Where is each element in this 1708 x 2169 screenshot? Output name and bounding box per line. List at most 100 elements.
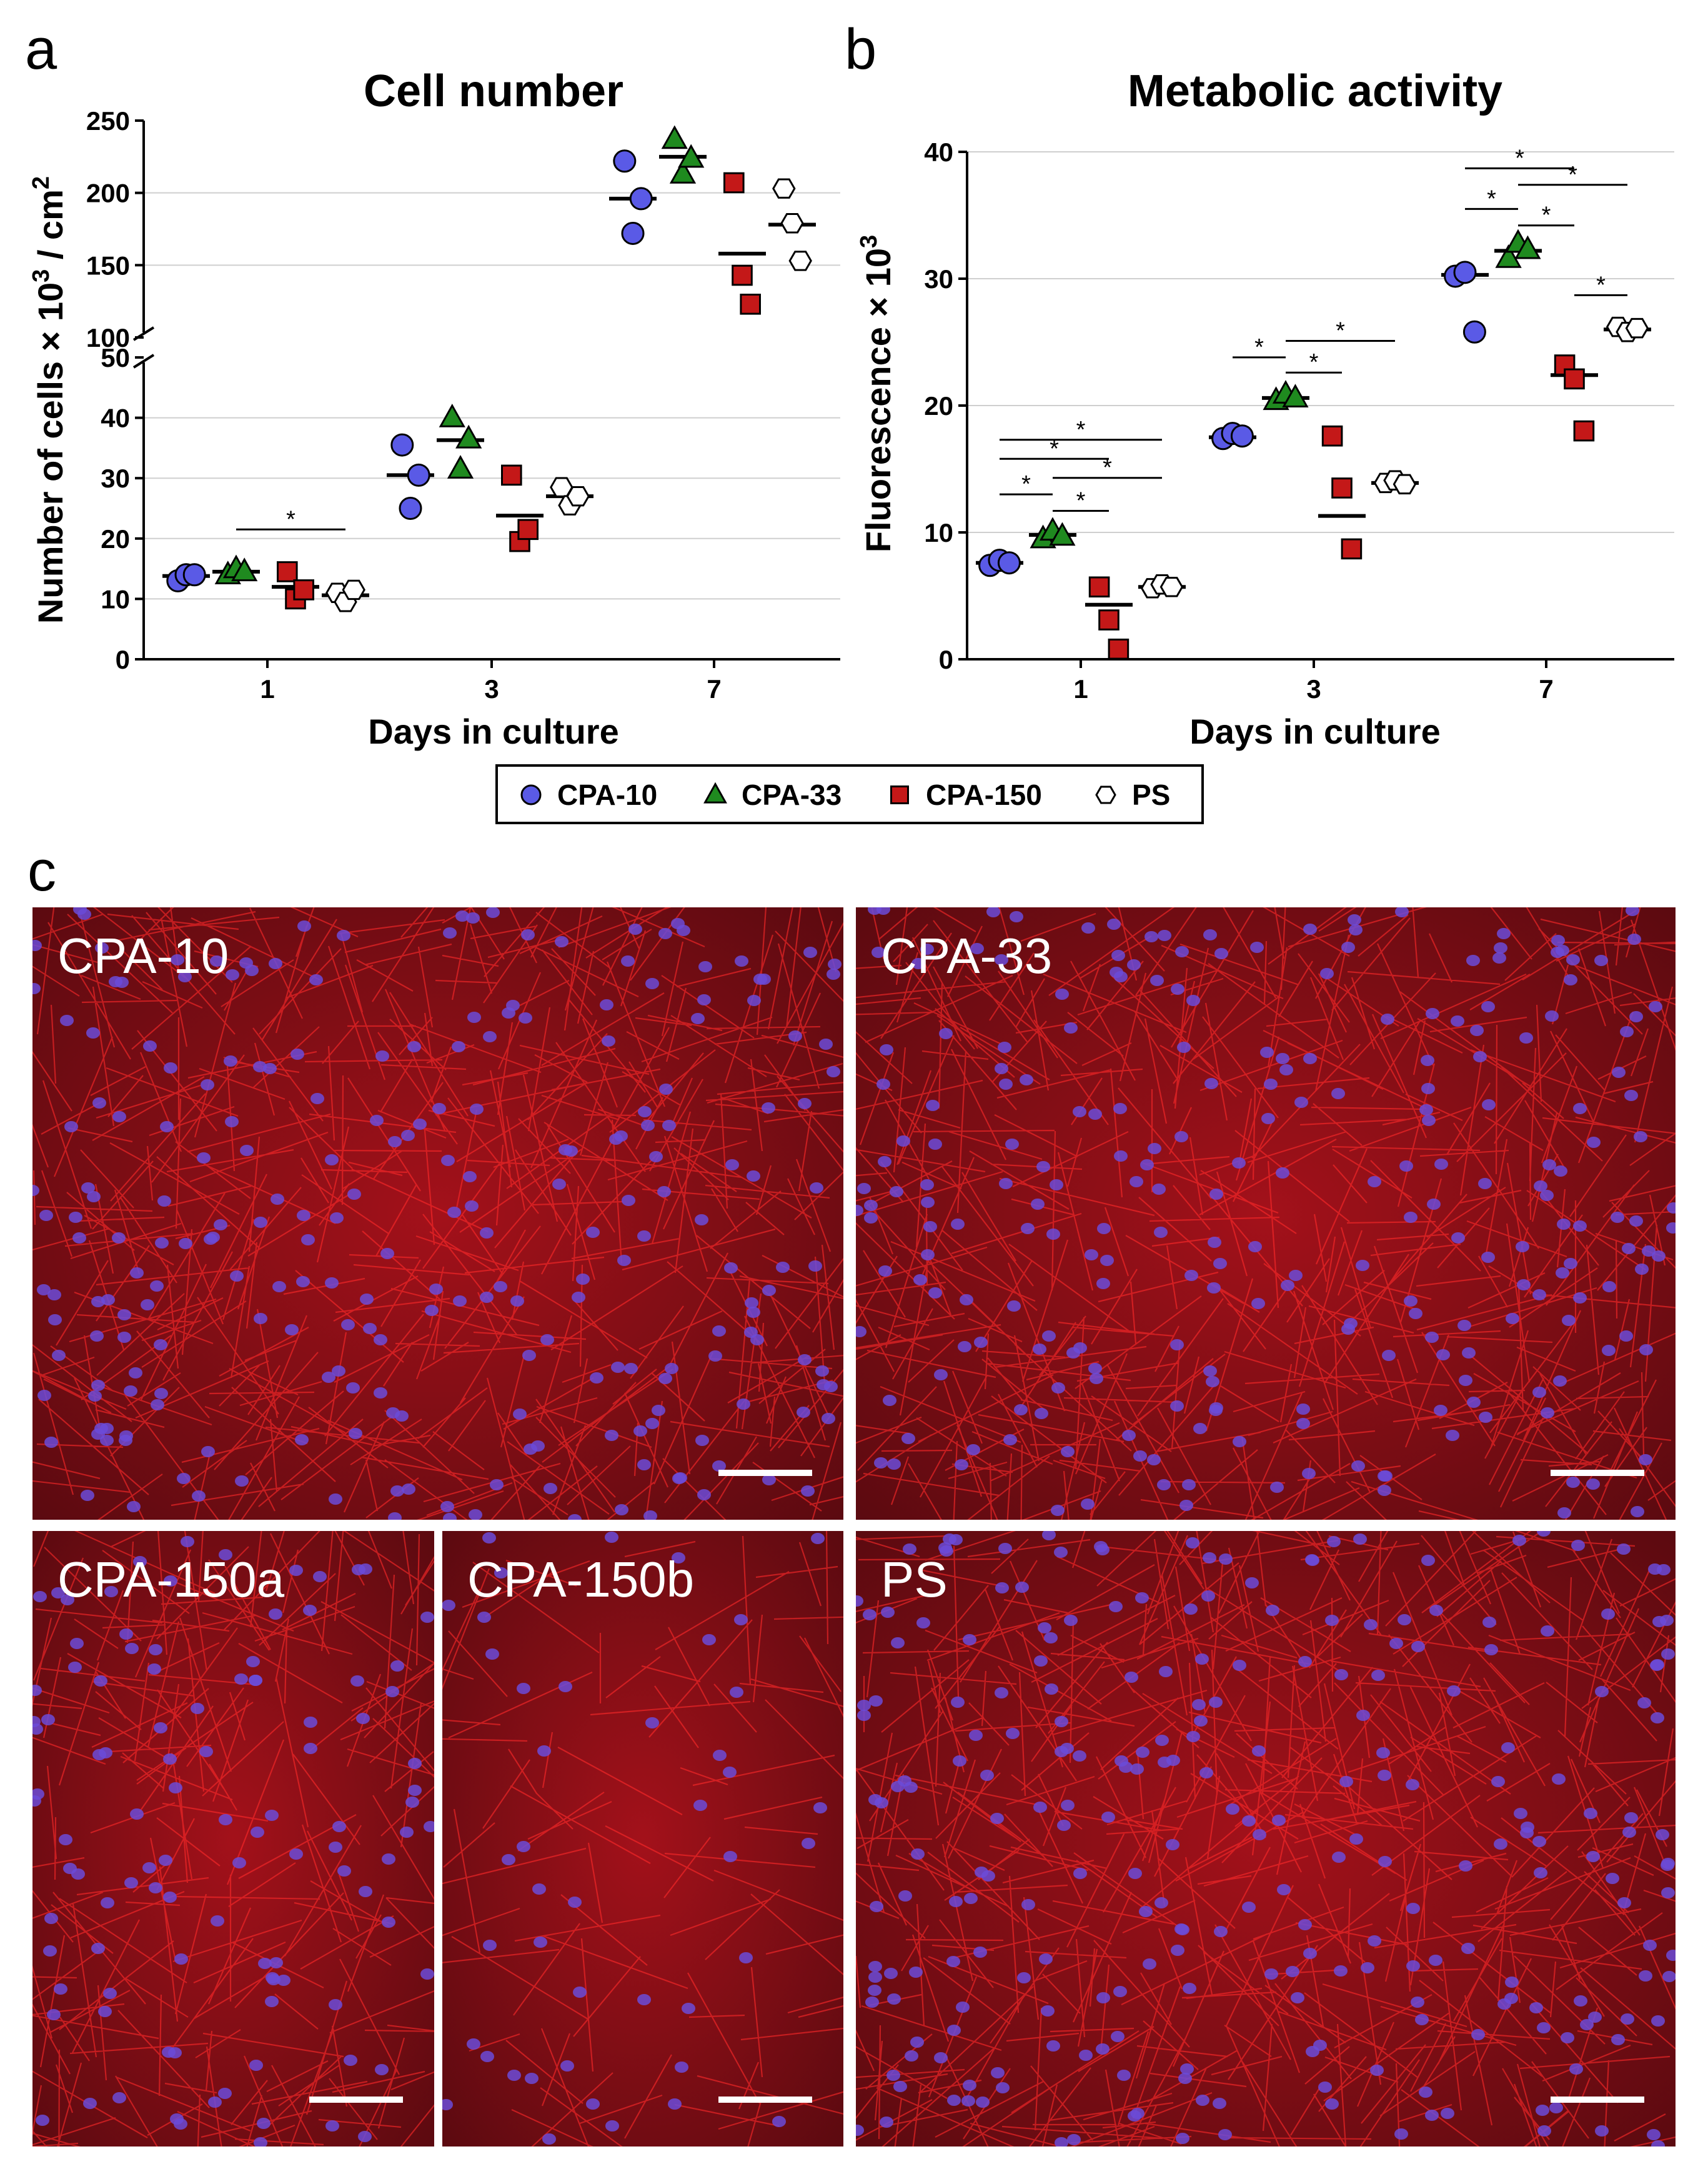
nucleus: [1051, 1505, 1065, 1516]
nucleus: [896, 1135, 910, 1147]
nucleus: [150, 1280, 164, 1292]
nucleus: [1250, 942, 1264, 953]
nucleus: [1186, 1537, 1199, 1548]
nucleus: [251, 1827, 264, 1838]
nucleus: [815, 1365, 829, 1377]
nucleus: [1046, 2040, 1060, 2052]
nucleus: [271, 1194, 284, 1205]
nucleus: [564, 1145, 578, 1157]
nucleus: [713, 1750, 727, 1761]
nucleus: [1339, 1776, 1353, 1787]
nucleus: [485, 1648, 499, 1660]
nucleus: [521, 929, 535, 940]
nucleus: [1429, 1605, 1443, 1616]
nucleus: [951, 1697, 965, 1708]
nucleus: [744, 1327, 758, 1338]
legend-box: [495, 764, 1204, 824]
nucleus: [723, 1851, 737, 1862]
nucleus: [665, 1363, 678, 1374]
nucleus: [991, 2067, 1005, 2078]
nucleus: [127, 1501, 141, 1512]
data-point-CPA-150: [732, 264, 753, 286]
nucleus: [1529, 2002, 1543, 2013]
nucleus: [304, 1717, 317, 1728]
nucleus: [559, 1681, 572, 1692]
nucleus: [47, 2009, 61, 2020]
nucleus: [169, 1782, 182, 1793]
nucleus: [1110, 967, 1123, 978]
nucleus: [94, 1675, 107, 1687]
nucleus: [429, 1284, 443, 1295]
nucleus: [32, 1795, 41, 1807]
micrograph-background: [442, 1531, 843, 2147]
nucleus: [724, 1262, 738, 1274]
nucleus: [480, 1227, 494, 1239]
nucleus: [637, 1994, 651, 2005]
nucleus: [1130, 1176, 1143, 1187]
nucleus: [1482, 1099, 1496, 1110]
nucleus: [494, 1281, 507, 1292]
nucleus: [691, 1013, 705, 1024]
significance-star: *: [1487, 186, 1496, 212]
nucleus: [1532, 1289, 1546, 1300]
data-point-CPA-33: [231, 557, 258, 582]
nucleus: [149, 1644, 162, 1655]
nucleus: [955, 1459, 968, 1470]
nucleus: [1021, 1899, 1035, 1910]
nucleus: [1055, 2137, 1068, 2147]
nucleus: [330, 1212, 344, 1224]
nucleus: [819, 1039, 833, 1050]
nucleus: [130, 1808, 144, 1820]
nucleus: [1580, 2019, 1594, 2030]
nucleus: [1038, 1622, 1051, 1633]
nucleus: [702, 1634, 716, 1645]
nucleus: [296, 1276, 310, 1287]
data-point-CPA-10: [997, 551, 1021, 575]
nucleus: [1201, 1590, 1215, 1602]
nucleus: [235, 1475, 249, 1487]
axis-break-mark: [132, 354, 155, 369]
nucleus: [880, 1044, 893, 1055]
nucleus: [568, 1514, 582, 1520]
nucleus: [1426, 1008, 1439, 1019]
nucleus: [124, 1877, 138, 1888]
nucleus: [1587, 1137, 1601, 1148]
nucleus: [1286, 1966, 1299, 1977]
nucleus: [390, 1660, 404, 1672]
data-point-CPA-33: [669, 159, 697, 184]
nucleus: [1348, 914, 1361, 925]
nucleus: [517, 1841, 530, 1852]
nucleus: [645, 1717, 659, 1728]
nucleus: [1470, 1025, 1484, 1036]
nucleus: [1571, 1540, 1585, 1551]
nucleus: [480, 1292, 494, 1303]
y-tick-label: 40: [101, 404, 130, 433]
nucleus: [1010, 911, 1023, 922]
nucleus: [1381, 1014, 1394, 1025]
nucleus: [649, 1151, 663, 1162]
nucleus: [86, 1027, 100, 1039]
nucleus: [1171, 984, 1184, 995]
nucleus: [258, 1958, 272, 1969]
nucleus: [171, 954, 184, 965]
nucleus: [154, 1388, 168, 1399]
nucleus: [469, 1509, 482, 1520]
nucleus: [868, 1985, 881, 1996]
nucleus: [682, 2003, 695, 2014]
nucleus: [1117, 2070, 1131, 2081]
nucleus: [1651, 1712, 1664, 1723]
nucleus: [1154, 1897, 1168, 1908]
nucleus: [363, 1323, 377, 1334]
nucleus: [1303, 924, 1317, 935]
actin-fibres: [32, 1531, 434, 2147]
nucleus: [753, 974, 767, 985]
nucleus: [1041, 2005, 1055, 2017]
nucleus: [71, 1868, 85, 1880]
nucleus: [1057, 1820, 1071, 1831]
nucleus: [191, 1703, 204, 1714]
nucleus: [1624, 1090, 1638, 1101]
nucleus: [163, 1892, 177, 1903]
nucleus: [808, 1260, 822, 1272]
nucleus: [88, 1390, 102, 1402]
y-tick-label: 200: [86, 179, 130, 208]
